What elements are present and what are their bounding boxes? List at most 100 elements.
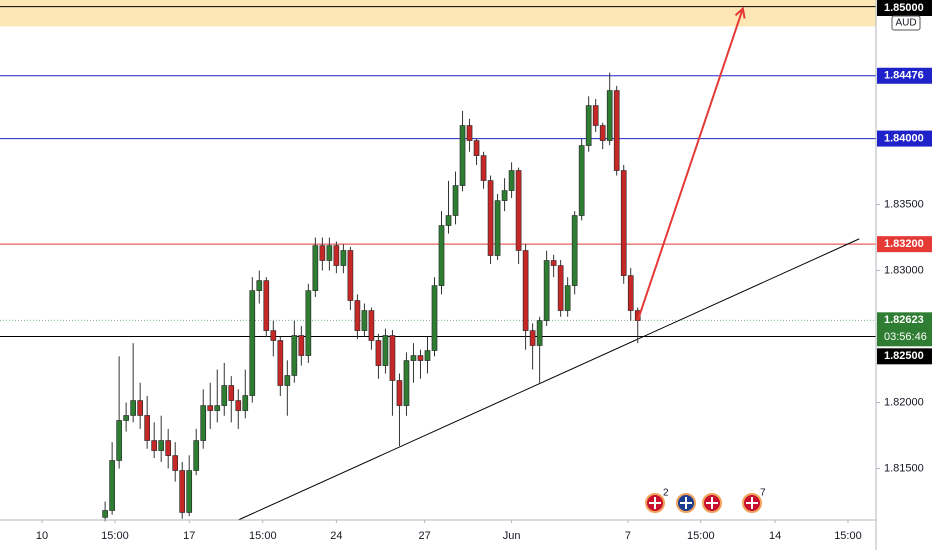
price-label-box — [877, 0, 932, 16]
y-tick-label: 1.81500 — [884, 462, 924, 474]
price-label: 1.85000 — [884, 2, 924, 14]
candle-body — [368, 310, 375, 341]
event-flag — [706, 497, 718, 509]
candle-body — [487, 180, 494, 256]
event-flag — [680, 497, 692, 509]
event-count: 7 — [760, 488, 766, 499]
candle-body — [403, 360, 410, 406]
candle-body — [249, 290, 256, 396]
candle-body — [452, 185, 459, 216]
candle-body — [193, 440, 200, 471]
x-tick-label: 17 — [183, 530, 195, 542]
event-flag — [649, 497, 661, 509]
event-icon — [676, 493, 696, 513]
candle-body — [200, 405, 207, 441]
candle-body — [109, 460, 115, 511]
x-tick-label: 7 — [625, 530, 631, 542]
candle-body — [529, 330, 536, 346]
candle-body — [382, 335, 389, 366]
price-label-box — [877, 67, 932, 84]
y-tick-label: 1.83500 — [884, 198, 924, 210]
plot-area — [0, 0, 876, 522]
candle-body — [291, 335, 298, 376]
candle-body — [501, 190, 508, 201]
candle-body — [116, 420, 122, 461]
arrow-head — [734, 6, 746, 19]
price-label: 1.82500 — [884, 350, 924, 362]
candle-body — [144, 415, 150, 441]
candle-body — [102, 510, 108, 518]
price-label-box — [877, 312, 932, 347]
price-label: 1.82623 — [884, 314, 924, 326]
candle-body — [214, 405, 221, 411]
event-count: 2 — [663, 488, 669, 499]
trendline — [238, 238, 860, 521]
candle-body — [396, 380, 403, 406]
event-icon: 7 — [742, 488, 766, 513]
price-label: 1.84000 — [884, 132, 924, 144]
event-icon — [702, 493, 722, 513]
candle-body — [473, 140, 480, 156]
candle-body — [172, 455, 179, 471]
candle-body — [424, 350, 431, 361]
candle-body — [242, 395, 249, 411]
countdown: 03:56:46 — [884, 331, 927, 343]
x-tick-label: 15:00 — [834, 530, 862, 542]
candle-body — [515, 170, 522, 251]
candle-body — [606, 90, 613, 141]
candle-body — [319, 245, 326, 261]
candle-body — [627, 275, 634, 311]
currency-box — [891, 15, 921, 31]
y-tick-label: 1.83000 — [884, 264, 924, 276]
event-icon: 2 — [645, 488, 669, 513]
x-tick-label: 27 — [419, 530, 431, 542]
candle-body — [389, 335, 396, 381]
candle-body — [480, 155, 487, 181]
price-label-box — [877, 236, 932, 253]
candle-body — [417, 355, 424, 361]
candle-body — [340, 250, 347, 266]
candle-body — [550, 260, 557, 266]
candle-body — [438, 225, 445, 286]
candle-body — [151, 440, 157, 451]
price-zone — [0, 0, 876, 27]
candle-body — [522, 250, 529, 331]
candle-body — [284, 375, 291, 386]
candle-body — [571, 215, 578, 286]
candle-body — [179, 470, 186, 513]
candle-body — [326, 245, 333, 261]
candle-body — [375, 340, 382, 366]
candle-body — [613, 90, 620, 171]
event-flag — [746, 497, 758, 509]
price-label: 1.83200 — [884, 238, 924, 250]
x-tick-label: 15:00 — [687, 530, 715, 542]
candle-body — [312, 245, 319, 291]
x-tick-label: 15:00 — [249, 530, 277, 542]
x-tick-label: 14 — [769, 530, 781, 542]
candle-body — [207, 405, 214, 411]
candle-body — [256, 280, 263, 291]
candle-body — [347, 250, 354, 301]
candle-body — [235, 400, 242, 411]
candle-body — [333, 245, 340, 266]
price-label-box — [877, 348, 932, 365]
candle-body — [620, 170, 627, 276]
forecast-arrow — [636, 8, 744, 321]
candle-body — [599, 125, 606, 141]
candle-body — [557, 265, 564, 311]
candle-body — [123, 415, 129, 421]
candle-body — [543, 260, 550, 321]
candle-body — [305, 290, 312, 356]
candle-body — [361, 310, 368, 331]
candle-body — [445, 215, 452, 226]
price-label-box — [877, 130, 932, 147]
candle-body — [578, 145, 585, 216]
x-tick-label: Jun — [503, 530, 521, 542]
candle-body — [298, 335, 305, 356]
price-label: 1.84476 — [884, 70, 924, 82]
candle-body — [186, 470, 193, 513]
x-tick-label: 24 — [330, 530, 342, 542]
currency: AUD — [895, 18, 916, 29]
